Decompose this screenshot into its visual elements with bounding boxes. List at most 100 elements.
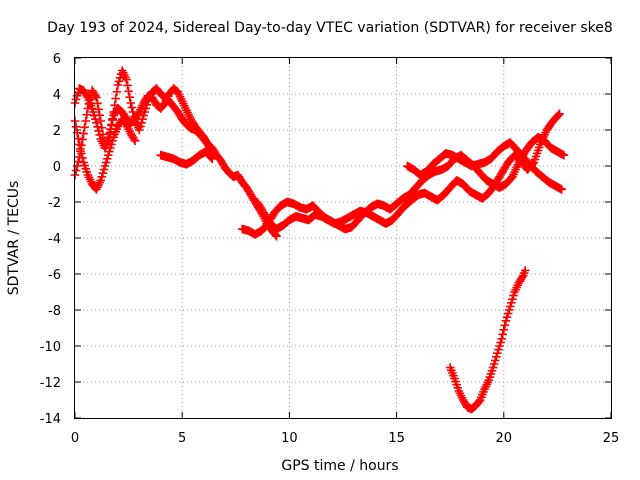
- data-point: [111, 94, 121, 103]
- data-point: [206, 153, 216, 162]
- data-point: [491, 352, 501, 362]
- data-point: [123, 81, 132, 90]
- data-point: [73, 134, 83, 143]
- data-point: [93, 122, 102, 132]
- data-point: [555, 109, 564, 119]
- data-point: [108, 115, 117, 125]
- data-point: [559, 150, 569, 160]
- data-point: [503, 309, 513, 318]
- x-tick-label: 25: [603, 431, 620, 446]
- data-point: [112, 87, 122, 97]
- data-point: [80, 123, 89, 132]
- y-tick-labels: -14 -12 -10 -8 -6 -4 -2 0 2 4 6: [40, 52, 61, 427]
- data-point: [451, 377, 460, 386]
- data-point: [95, 130, 104, 140]
- data-point: [509, 291, 518, 300]
- data-point: [99, 165, 109, 174]
- data-point: [488, 363, 498, 372]
- data-point: [79, 158, 88, 167]
- data-point: [135, 125, 144, 135]
- data-point: [71, 166, 81, 175]
- data-point: [498, 330, 508, 339]
- y-tick-label: 0: [53, 160, 61, 175]
- data-point: [71, 122, 81, 132]
- data-point: [80, 161, 89, 170]
- data-point: [97, 123, 107, 133]
- data-point: [102, 154, 112, 164]
- data-point: [495, 341, 504, 351]
- data-point: [501, 316, 511, 326]
- series-track-h: [445, 266, 530, 414]
- data-point: [497, 334, 506, 344]
- data-point: [486, 369, 496, 379]
- data-point: [91, 114, 100, 124]
- data-point: [105, 147, 114, 156]
- data-point: [105, 129, 114, 138]
- data-point: [113, 80, 123, 90]
- data-point: [78, 135, 87, 144]
- x-axis-label: GPS time / hours: [281, 458, 398, 474]
- data-point: [141, 104, 151, 113]
- data-point: [122, 75, 131, 84]
- data-point: [493, 348, 502, 358]
- data-point: [490, 356, 500, 365]
- data-point: [207, 154, 217, 164]
- x-tick-label: 20: [496, 431, 513, 446]
- y-tick-label: -8: [48, 304, 61, 319]
- data-point: [106, 143, 115, 153]
- data-point: [136, 122, 145, 131]
- data-point: [107, 140, 116, 149]
- data-point: [79, 129, 88, 138]
- y-tick-label: -10: [40, 340, 61, 355]
- data-point: [110, 100, 119, 110]
- data-point: [100, 161, 110, 171]
- series-track-d: [156, 147, 217, 169]
- data-point: [502, 312, 512, 322]
- data-point: [484, 375, 494, 385]
- data-point: [97, 172, 107, 182]
- series-track-c: [70, 114, 140, 194]
- data-point: [453, 383, 463, 393]
- y-tick-label: -4: [48, 232, 61, 247]
- data-point: [520, 266, 530, 275]
- data-point: [103, 150, 113, 160]
- y-tick-label: 4: [53, 88, 61, 103]
- y-tick-label: -6: [48, 268, 61, 283]
- data-point: [88, 107, 98, 117]
- data-point: [82, 110, 92, 119]
- data-point: [71, 95, 81, 104]
- data-point: [98, 168, 108, 178]
- data-point: [138, 114, 147, 124]
- data-point: [94, 126, 103, 136]
- data-point: [507, 298, 516, 308]
- x-tick-label: 5: [178, 431, 186, 446]
- y-axis-label: SDTVAR / TECUs: [6, 181, 22, 296]
- data-point: [496, 338, 505, 347]
- data-point: [505, 302, 515, 311]
- y-tick-label: 2: [53, 124, 61, 139]
- data-point: [452, 380, 461, 389]
- data-point: [94, 105, 103, 114]
- data-point: [81, 116, 91, 126]
- data-point: [124, 87, 133, 96]
- plot-frame: [74, 57, 612, 419]
- data-point: [272, 231, 281, 241]
- x-tick-label: 10: [281, 431, 298, 446]
- data-point: [127, 103, 137, 112]
- data-point: [114, 77, 124, 86]
- data-point: [74, 140, 84, 149]
- data-point: [92, 93, 101, 102]
- data-point: [500, 321, 510, 330]
- y-tick-label: -2: [48, 196, 61, 211]
- y-tick-label: -14: [40, 412, 61, 427]
- data-point: [554, 110, 563, 120]
- data-point: [78, 153, 87, 163]
- data-point: [89, 111, 99, 120]
- data-point: [87, 104, 97, 113]
- y-tick-label: -12: [40, 376, 61, 391]
- chart-title: Day 193 of 2024, Sidereal Day-to-day VTE…: [47, 20, 613, 36]
- data-point: [485, 372, 495, 382]
- grid-lines: [75, 58, 611, 418]
- data-point: [108, 136, 117, 146]
- data-point: [92, 118, 101, 128]
